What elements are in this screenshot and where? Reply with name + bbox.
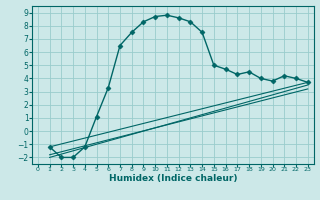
X-axis label: Humidex (Indice chaleur): Humidex (Indice chaleur) xyxy=(108,174,237,183)
